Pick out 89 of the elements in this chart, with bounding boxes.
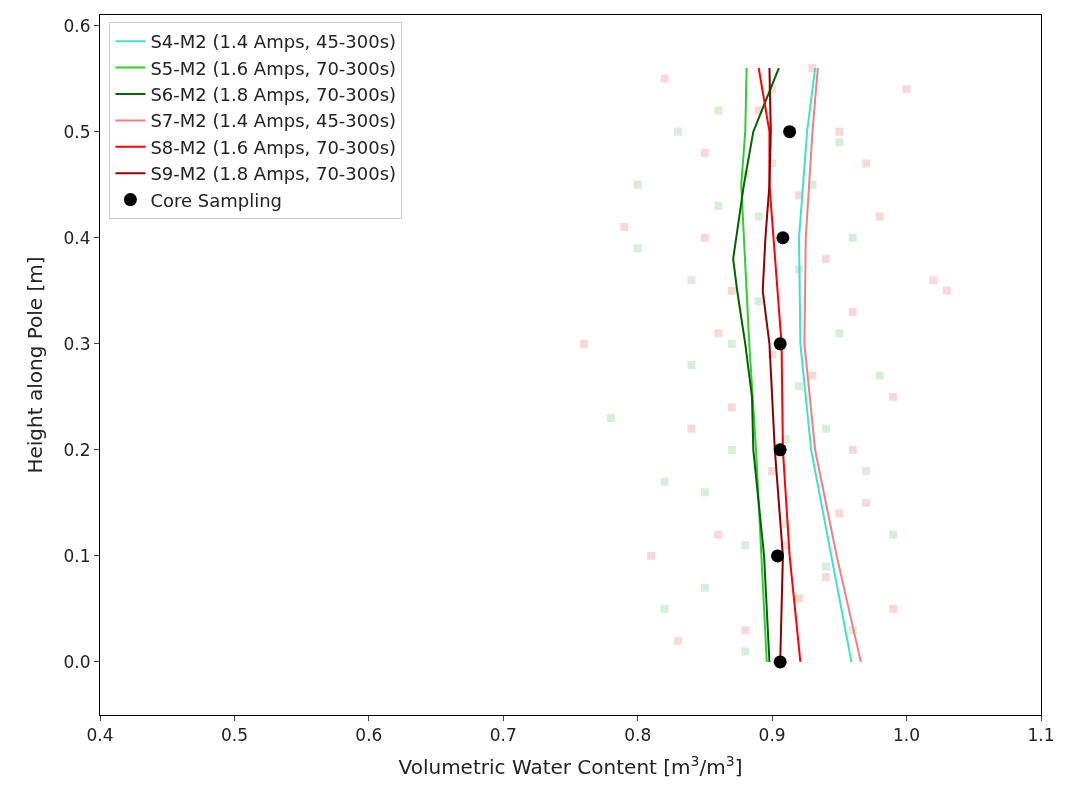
point [862, 159, 871, 168]
point [835, 509, 844, 518]
point [714, 106, 723, 115]
point [821, 573, 830, 582]
point [821, 424, 830, 433]
point [700, 583, 709, 592]
point [771, 549, 785, 563]
point [714, 329, 723, 338]
point [620, 223, 629, 232]
point [889, 530, 898, 539]
point [727, 286, 736, 295]
x-tick-label: 0.5 [220, 725, 248, 746]
point [835, 138, 844, 147]
y-tick-label: 0.5 [63, 121, 91, 142]
y-tick-label: 0.2 [63, 439, 91, 460]
legend-label: S9-M2 (1.8 Amps, 70-300s) [150, 163, 397, 185]
point [687, 361, 696, 369]
point [687, 424, 696, 433]
point [741, 647, 750, 656]
x-axis-title: Volumetric Water Content [m$^{3}$/m$^{3}$] [398, 752, 743, 779]
x-tick-label: 1.1 [1027, 725, 1055, 746]
point [821, 254, 830, 263]
legend-label: S7-M2 (1.4 Amps, 45-300s) [150, 110, 397, 132]
point [727, 339, 736, 348]
point [773, 655, 787, 669]
line-series [740, 67, 768, 663]
point [714, 530, 723, 539]
point [633, 180, 642, 189]
point [773, 443, 787, 457]
y-tick-label: 0.6 [63, 15, 91, 36]
point [741, 541, 750, 550]
point [660, 604, 669, 613]
point [768, 467, 777, 476]
legend-label: S6-M2 (1.8 Amps, 70-300s) [150, 84, 397, 106]
point [606, 414, 615, 423]
legend-label: S5-M2 (1.6 Amps, 70-300s) [150, 57, 397, 79]
point [741, 626, 750, 635]
legend-label: S8-M2 (1.6 Amps, 70-300s) [150, 136, 397, 158]
point [700, 233, 709, 242]
y-tick-label: 0.1 [63, 545, 91, 566]
y-tick-label: 0.0 [63, 651, 91, 672]
point [674, 636, 683, 645]
point [633, 244, 642, 253]
point [700, 488, 709, 497]
point [754, 212, 763, 221]
point [700, 148, 709, 157]
x-tick-label: 0.8 [624, 725, 652, 746]
point [579, 339, 588, 348]
point [714, 201, 723, 210]
point [660, 74, 669, 83]
legend-label: S4-M2 (1.4 Amps, 45-300s) [150, 31, 397, 53]
point [942, 286, 951, 295]
y-axis-title: Height along Pole [m] [23, 256, 48, 474]
x-tick-label: 0.7 [489, 725, 517, 746]
y-tick-label: 0.4 [63, 227, 91, 248]
point [835, 329, 844, 338]
point [848, 233, 857, 242]
point [783, 125, 797, 139]
point [875, 212, 884, 221]
x-tick-label: 0.4 [86, 725, 114, 746]
x-tick-label: 0.6 [355, 725, 383, 746]
x-tick-label: 0.9 [758, 725, 786, 746]
point [862, 467, 871, 476]
point [889, 604, 898, 613]
point [727, 403, 736, 412]
point [821, 562, 830, 571]
point [808, 371, 817, 380]
point [674, 127, 683, 136]
y-tick-label: 0.3 [63, 333, 91, 354]
line-series [757, 67, 802, 663]
point [687, 276, 696, 285]
point [795, 382, 804, 391]
point [727, 445, 736, 454]
point [875, 371, 884, 380]
point [889, 392, 898, 401]
point [660, 477, 669, 486]
point [773, 337, 787, 351]
point [795, 594, 804, 603]
point [862, 498, 871, 507]
x-tick-label: 1.0 [893, 725, 921, 746]
point [848, 307, 857, 316]
legend-label: Core Sampling [150, 189, 283, 211]
point [776, 231, 790, 245]
point [902, 85, 911, 94]
point [754, 297, 763, 306]
point [835, 127, 844, 136]
point [647, 551, 656, 560]
point [848, 445, 857, 454]
point [929, 276, 938, 285]
